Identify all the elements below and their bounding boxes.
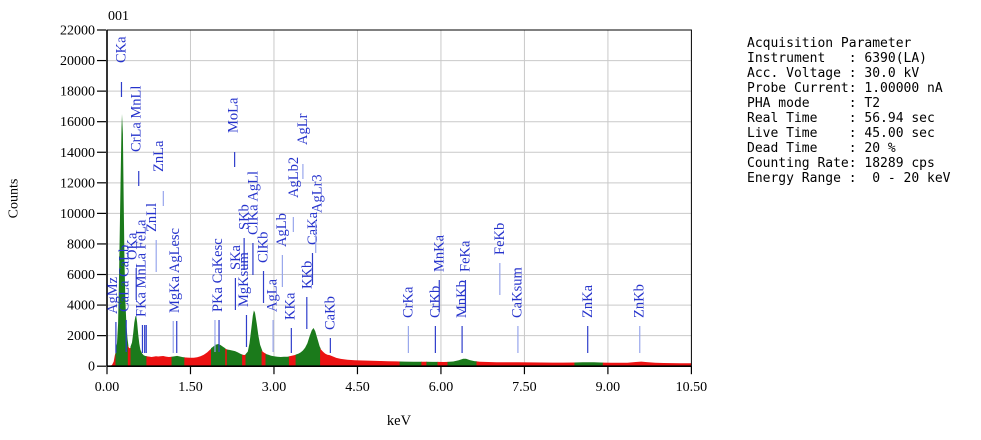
spectrum-segment-red bbox=[261, 350, 267, 367]
peak-label-MgKa-AgLesc: MgKa AgLesc bbox=[167, 228, 183, 313]
spectrum-segment-red bbox=[421, 361, 427, 367]
spectrum-segment-green bbox=[130, 315, 148, 367]
peak-label-ClKb: ClKb bbox=[255, 232, 271, 263]
y-tick-label: 14000 bbox=[60, 146, 95, 161]
y-tick-label: 16000 bbox=[60, 115, 95, 130]
x-axis-title: keV bbox=[386, 413, 412, 429]
peak-label-ZnLl: ZnLl bbox=[144, 203, 160, 232]
y-tick-label: 2000 bbox=[67, 329, 95, 344]
y-tick-label: 12000 bbox=[60, 176, 95, 191]
y-tick-label: 8000 bbox=[67, 237, 95, 252]
x-tick-label: 4.50 bbox=[345, 380, 370, 395]
peak-label-SKa: SKa bbox=[228, 244, 244, 270]
peak-label-CaLa-CaLb: CaLa CaLb bbox=[116, 245, 132, 312]
y-tick-label: 4000 bbox=[67, 299, 95, 314]
spectrum-segment-green bbox=[426, 361, 439, 367]
y-tick-label: 18000 bbox=[60, 85, 95, 100]
plot-frame bbox=[106, 29, 692, 368]
spectrum-segment-green bbox=[171, 355, 185, 367]
peak-label-CrLa-MnLl: CrLa MnLl bbox=[129, 86, 145, 152]
peak-label-AgMz: AgMz bbox=[105, 276, 121, 314]
plot-gridlines bbox=[107, 30, 692, 367]
spectrum-segment-red bbox=[184, 348, 212, 367]
x-tick-label: 10.50 bbox=[676, 380, 708, 395]
y-tick-label: 0 bbox=[88, 360, 95, 375]
spectrum-segment-red bbox=[127, 345, 132, 367]
x-tick-label: 9.00 bbox=[596, 380, 621, 395]
acquisition-line-real-time: Real Time : 56.94 sec bbox=[747, 111, 935, 126]
peak-label-AgLb: AgLb bbox=[274, 213, 290, 247]
spectrum-area bbox=[107, 114, 692, 367]
acquisition-line-counting-rate: Counting Rate: 18289 cps bbox=[747, 156, 935, 171]
y-tick-label: 20000 bbox=[60, 54, 95, 69]
acquisition-line-instrument: Instrument : 6390(LA) bbox=[747, 51, 928, 66]
peak-label-AgLa: AgLa bbox=[264, 278, 280, 312]
spectrum-segment-red bbox=[288, 354, 297, 367]
peak-label-AgLb2: AgLb2 bbox=[286, 157, 302, 198]
peak-label-CrKa: CrKa bbox=[401, 286, 417, 318]
spectrum-segment-green bbox=[211, 344, 226, 367]
peak-label-MoLa: MoLa bbox=[225, 97, 241, 133]
spectrum-segment-green bbox=[574, 362, 604, 367]
spectrum-segment-red bbox=[602, 361, 692, 367]
x-tick-label: 3.00 bbox=[262, 380, 287, 395]
y-tick-label: 6000 bbox=[67, 268, 95, 283]
y-tick-label: 10000 bbox=[60, 207, 95, 222]
spectrum-segment-green bbox=[265, 353, 290, 367]
acquisition-line-pha-mode: PHA mode : T2 bbox=[747, 96, 881, 111]
spectrum-segment-green bbox=[295, 328, 321, 367]
spectrum-segment-red bbox=[320, 348, 401, 367]
spectrum-segment-green bbox=[399, 361, 422, 367]
peak-label-CaKb: CaKb bbox=[323, 296, 339, 330]
acquisition-header: Acquisition Parameter bbox=[747, 36, 912, 51]
spectrum-segment-green bbox=[447, 358, 478, 367]
chart-title: 001 bbox=[108, 9, 129, 24]
acquisition-line-probe-current: Probe Current: 1.00000 nA bbox=[747, 81, 943, 96]
peak-label-AgLr: AgLr bbox=[295, 113, 311, 145]
x-tick-label: 1.50 bbox=[178, 380, 203, 395]
peak-label-CaKa: CaKa bbox=[305, 211, 321, 245]
peak-label-CKa: CKa bbox=[114, 36, 130, 63]
peak-label-MnKa: MnKa bbox=[431, 234, 447, 272]
spectrum-segment-green bbox=[115, 114, 129, 367]
acquisition-line-live-time: Live Time : 45.00 sec bbox=[747, 126, 935, 141]
x-tick-label: 6.00 bbox=[429, 380, 454, 395]
peak-label-FeKb: FeKb bbox=[492, 223, 508, 255]
x-tick-label: 7.50 bbox=[512, 380, 537, 395]
peak-label-KKa: KKa bbox=[283, 292, 299, 320]
peak-label-FKa-MnLa-FeLa: FKa MnLa FeLa bbox=[134, 219, 150, 317]
acquisition-line-energy-range: Energy Range : 0 - 20 keV bbox=[747, 171, 951, 186]
acquisition-line-dead-time: Dead Time : 20 % bbox=[747, 141, 896, 156]
y-tick-label: 22000 bbox=[60, 24, 95, 39]
spectrum-segment-red bbox=[107, 350, 117, 367]
peak-label-MnKb: MnKb bbox=[454, 280, 470, 318]
peak-label-FeKa: FeKa bbox=[457, 240, 473, 272]
peak-label-MgKsum: MgKsum bbox=[236, 251, 252, 307]
peak-label-CrKb: CrKb bbox=[427, 286, 443, 318]
peak-label-CaKsum: CaKsum bbox=[510, 267, 526, 318]
acquisition-parameters-panel: Acquisition Parameter Instrument : 6390(… bbox=[747, 36, 951, 186]
axis-ticks: 0 2000 4000 6000 8000 10000 12000 14000 16000 180… bbox=[60, 24, 707, 396]
peak-label-ZnKb: ZnKb bbox=[632, 284, 648, 318]
peak-label-PKa-CaKesc: PKa CaKesc bbox=[210, 238, 226, 312]
peak-label-ZnLa: ZnLa bbox=[151, 140, 167, 172]
spectrum-segment-green bbox=[245, 310, 263, 367]
spectrum-segment-red bbox=[437, 361, 449, 367]
spectrum-segment-green bbox=[226, 349, 243, 367]
peak-label-OKa: OKa bbox=[125, 232, 141, 260]
peak-label-KKb: KKb bbox=[299, 261, 315, 289]
spectrum-segment-red bbox=[146, 356, 173, 367]
peak-label-ClKa-AgLl: ClKa AgLl bbox=[245, 171, 261, 235]
peak-label-SKb: SKb bbox=[237, 204, 253, 230]
spectrum-segment-red bbox=[242, 354, 247, 367]
x-tick-label: 0.00 bbox=[95, 380, 120, 395]
acquisition-line-acc-voltage: Acc. Voltage : 30.0 kV bbox=[747, 66, 920, 81]
peak-label-ZnKa: ZnKa bbox=[580, 284, 596, 318]
peak-label-AgLr3: AgLr3 bbox=[309, 174, 325, 213]
spectrum-segment-red bbox=[476, 361, 576, 367]
